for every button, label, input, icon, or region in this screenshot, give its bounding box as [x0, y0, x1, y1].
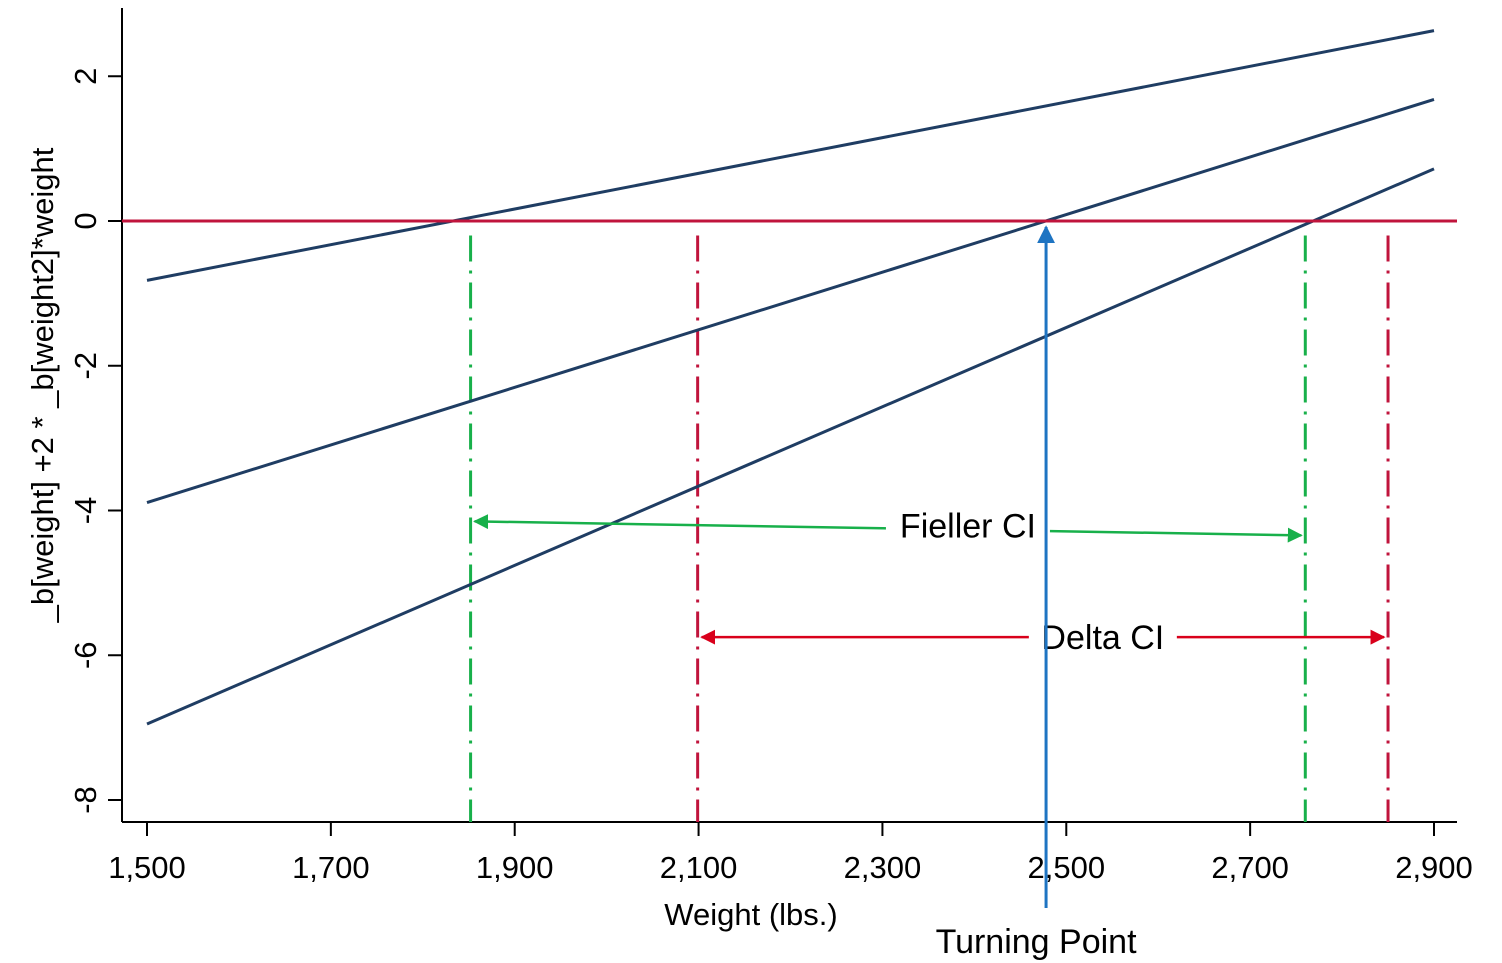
x-tick-label: 2,300	[844, 850, 922, 885]
delta-ci-label-bg	[1028, 617, 1177, 656]
y-tick-label: -8	[68, 786, 103, 814]
x-tick-label: 2,900	[1395, 850, 1473, 885]
series-line-1	[146, 29, 1435, 282]
y-tick-label: -4	[68, 497, 103, 525]
x-tick-label: 1,700	[292, 850, 370, 885]
x-tick-label: 2,700	[1211, 850, 1289, 885]
x-tick-label: 1,900	[476, 850, 554, 885]
fieller-ci-label-bg	[885, 507, 1050, 544]
x-tick-label: 2,500	[1027, 850, 1105, 885]
y-tick-label: -6	[68, 641, 103, 669]
x-tick-label: 1,500	[108, 850, 186, 885]
y-tick-label: -2	[68, 352, 103, 380]
annotations: Fieller CI Delta CI Turning Point	[473, 225, 1386, 961]
ci-boundary-lines	[469, 235, 1390, 822]
x-ticks: 1,500 1,700 1,900 2,100 2,300 2,500 2,700 2,900	[108, 822, 1473, 885]
series-line-3	[146, 167, 1435, 726]
x-tick-label: 2,100	[660, 850, 738, 885]
axes	[121, 8, 1457, 823]
series-line-2	[146, 97, 1435, 504]
turning-point-label: Turning Point	[936, 923, 1138, 961]
fieller-ci-label: Fieller CI	[900, 507, 1036, 545]
y-ticks: 2 0 -2 -4 -6 -8	[68, 68, 122, 814]
series-lines	[146, 29, 1435, 726]
y-tick-label: 2	[68, 68, 103, 85]
delta-ci-label: Delta CI	[1041, 619, 1164, 657]
y-axis-title: _b[weight] +2 * _b[weight2]*weight	[25, 147, 60, 623]
x-axis-title: Weight (lbs.)	[664, 897, 837, 932]
y-tick-label: 0	[68, 212, 103, 229]
